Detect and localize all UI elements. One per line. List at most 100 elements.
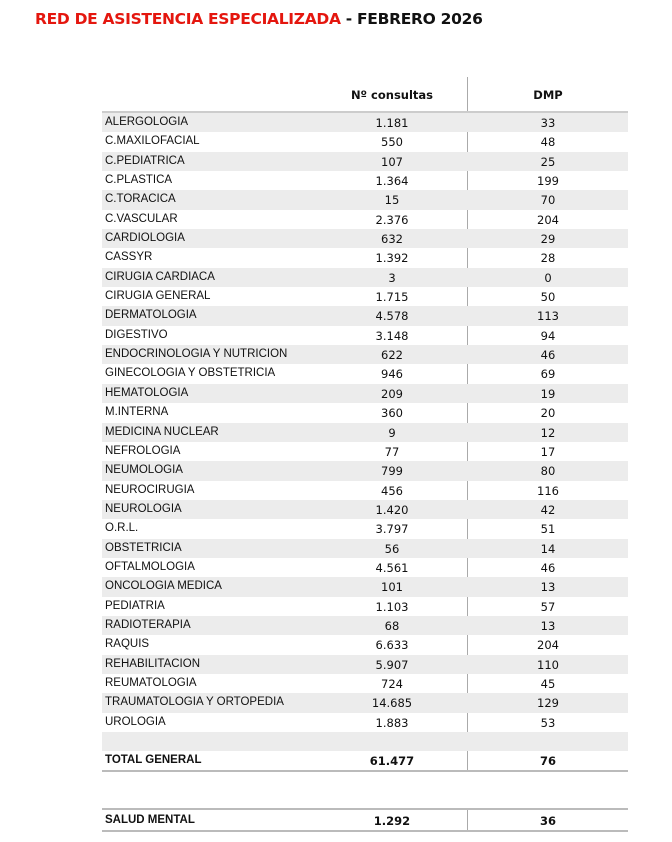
- table-row: NEUROLOGIA 1.420 42: [102, 499, 628, 520]
- consultas-value: 9: [388, 425, 396, 440]
- dmp-value: 13: [540, 618, 556, 633]
- empty-row: [102, 732, 628, 752]
- specialty-name: ONCOLOGIA MEDICA: [105, 580, 222, 593]
- dmp-value: 80: [540, 464, 556, 479]
- consultas-value: 1.181: [375, 116, 409, 130]
- specialty-name: C.PLASTICA: [105, 174, 173, 187]
- specialty-name: DIGESTIVO: [105, 328, 168, 341]
- dmp-value: 204: [537, 638, 559, 653]
- dmp-value: 57: [540, 599, 556, 614]
- consultas-value: 632: [381, 232, 403, 247]
- header-consultas: Nº consultas: [350, 88, 434, 102]
- dmp-value: 48: [540, 135, 556, 150]
- table-row: NEUROCIRUGIA 456 116: [102, 481, 628, 500]
- specialty-name: HEMATOLOGIA: [105, 386, 189, 399]
- dmp-value: 51: [540, 522, 556, 537]
- salud-mental-row: SALUD MENTAL 1.292 36: [102, 808, 628, 832]
- page-title: RED DE ASISTENCIA ESPECIALIZADA - FEBRER…: [35, 10, 483, 28]
- consultas-value: 4.561: [375, 560, 409, 575]
- consultas-value: 1.364: [375, 174, 409, 189]
- dmp-value: 199: [537, 174, 559, 189]
- specialty-name: UROLOGIA: [105, 715, 166, 728]
- dmp-value: 116: [537, 483, 559, 498]
- specialty-name: CIRUGIA CARDIACA: [105, 270, 215, 283]
- consultas-value: 360: [381, 406, 403, 421]
- dmp-value: 14: [540, 541, 556, 556]
- dmp-value: 46: [540, 348, 556, 363]
- table-row: C.VASCULAR 2.376 204: [102, 210, 628, 229]
- specialty-name: REUMATOLOGIA: [105, 676, 197, 689]
- consultas-value: 1.420: [375, 502, 409, 517]
- table-header: Nº consultas DMP: [102, 77, 628, 113]
- consultas-value: 3.148: [375, 328, 409, 343]
- dmp-value: 12: [540, 425, 556, 440]
- consultas-table: Nº consultas DMP ALERGOLOGIA 1.181 33 C.MAX…: [102, 77, 628, 770]
- specialty-name: C.MAXILOFACIAL: [105, 135, 200, 148]
- specialty-name: C.VASCULAR: [105, 212, 178, 225]
- dmp-value: 45: [540, 676, 556, 691]
- dmp-value: 110: [537, 657, 559, 672]
- table-row: GINECOLOGIA Y OBSTETRICIA 946 69: [102, 364, 628, 383]
- dmp-value: 69: [540, 367, 556, 382]
- consultas-value: 3: [388, 270, 396, 285]
- consultas-value: 15: [384, 193, 400, 208]
- specialty-name: MEDICINA NUCLEAR: [105, 425, 219, 438]
- table-row: DIGESTIVO 3.148 94: [102, 326, 628, 345]
- dmp-value: 94: [540, 328, 556, 343]
- table-row: NEFROLOGIA 77 17: [102, 442, 628, 461]
- table-row: C.PEDIATRICA 107 25: [102, 151, 628, 172]
- column-divider: [467, 810, 468, 830]
- table-row: RADIOTERAPIA 68 13: [102, 615, 628, 636]
- dmp-value: 25: [540, 154, 556, 169]
- table-row: PEDIATRIA 1.103 57: [102, 597, 628, 616]
- specialty-name: C.PEDIATRICA: [105, 154, 185, 167]
- specialty-name: NEFROLOGIA: [105, 444, 181, 457]
- table-row: UROLOGIA 1.883 53: [102, 713, 628, 732]
- dmp-value: 42: [540, 502, 556, 517]
- specialty-name: DERMATOLOGIA: [105, 309, 197, 322]
- specialty-name: NEUROCIRUGIA: [105, 483, 195, 496]
- consultas-value: 77: [384, 444, 400, 459]
- dmp-value: 113: [537, 309, 559, 324]
- table-row: REHABILITACION 5.907 110: [102, 654, 628, 674]
- consultas-value: 101: [381, 580, 403, 595]
- table-row: RAQUIS 6.633 204: [102, 635, 628, 654]
- dmp-value: 33: [540, 116, 556, 130]
- consultas-value: 4.578: [375, 309, 409, 324]
- specialty-name: CASSYR: [105, 251, 153, 264]
- table-row: NEUMOLOGIA 799 80: [102, 461, 628, 481]
- table-row: CASSYR 1.392 28: [102, 248, 628, 267]
- specialty-name: ALERGOLOGIA: [105, 116, 189, 128]
- dmp-value: 19: [540, 386, 556, 401]
- table-row: ENDOCRINOLOGIA Y NUTRICION 622 46: [102, 345, 628, 365]
- table-row: MEDICINA NUCLEAR 9 12: [102, 422, 628, 442]
- dmp-value: 0: [544, 270, 552, 285]
- table-row: REUMATOLOGIA 724 45: [102, 674, 628, 693]
- specialty-name: TRAUMATOLOGIA Y ORTOPEDIA: [105, 696, 284, 709]
- table-row: C.MAXILOFACIAL 550 48: [102, 132, 628, 151]
- consultas-value: 456: [381, 483, 403, 498]
- table-row: C.TORACICA 15 70: [102, 190, 628, 210]
- consultas-value: 946: [381, 367, 403, 382]
- specialty-name: NEUROLOGIA: [105, 502, 182, 515]
- specialty-name: O.R.L.: [105, 522, 139, 535]
- specialty-name: ENDOCRINOLOGIA Y NUTRICION: [105, 348, 288, 361]
- consultas-value: 622: [381, 348, 403, 363]
- specialty-name: C.TORACICA: [105, 193, 176, 206]
- consultas-value: 1.883: [375, 715, 409, 730]
- table-row: DERMATOLOGIA 4.578 113: [102, 306, 628, 326]
- dmp-value: 46: [540, 560, 556, 575]
- dmp-value: 17: [540, 444, 556, 459]
- consultas-value: 724: [381, 676, 403, 691]
- dmp-value: 29: [540, 232, 556, 247]
- consultas-value: 799: [381, 464, 403, 479]
- specialty-name: REHABILITACION: [105, 657, 200, 670]
- consultas-value: 2.376: [375, 212, 409, 227]
- consultas-value: 550: [381, 135, 403, 150]
- consultas-value: 3.797: [375, 522, 409, 537]
- dmp-value: 53: [540, 715, 556, 730]
- consultas-value: 68: [384, 618, 400, 633]
- table-row: C.PLASTICA 1.364 199: [102, 171, 628, 190]
- consultas-value: 1.103: [375, 599, 409, 614]
- table-row: M.INTERNA 360 20: [102, 403, 628, 422]
